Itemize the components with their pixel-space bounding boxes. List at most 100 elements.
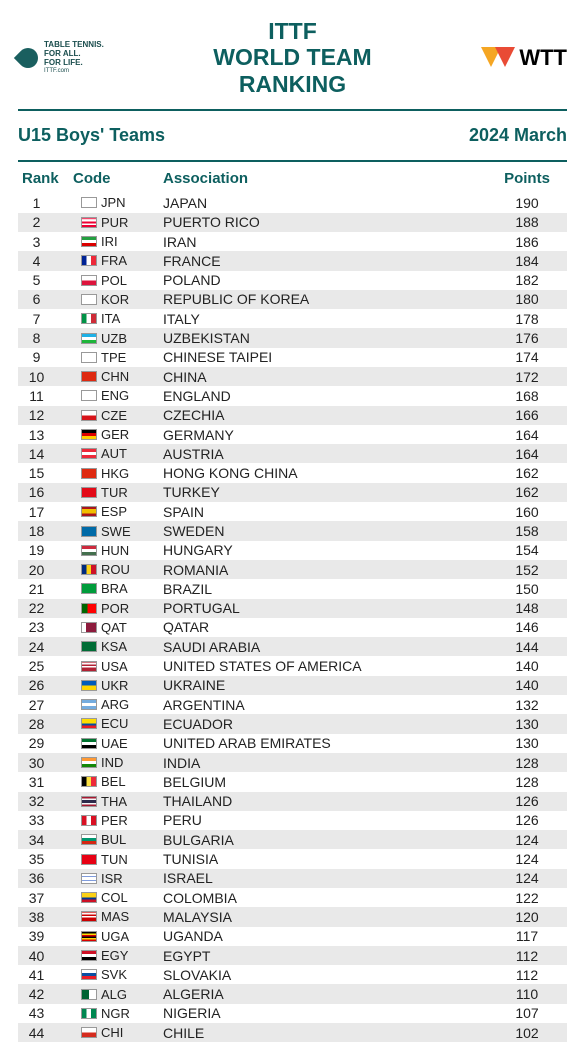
table-row: 3IRIIRAN186 <box>18 232 567 251</box>
cell-association: PERU <box>163 812 487 828</box>
flag-icon <box>81 680 97 691</box>
cell-points: 120 <box>487 909 567 925</box>
code-text: IND <box>101 755 123 770</box>
cell-code: IND <box>73 755 163 770</box>
table-row: 15HKGHONG KONG CHINA162 <box>18 463 567 482</box>
flag-icon <box>81 526 97 537</box>
cell-association: MALAYSIA <box>163 909 487 925</box>
cell-points: 180 <box>487 291 567 307</box>
code-text: UZB <box>101 331 127 346</box>
code-text: USA <box>101 659 128 674</box>
cell-code: POL <box>73 273 163 288</box>
cell-association: UNITED ARAB EMIRATES <box>163 735 487 751</box>
code-text: UGA <box>101 929 129 944</box>
cell-points: 168 <box>487 388 567 404</box>
cell-points: 102 <box>487 1025 567 1041</box>
cell-rank: 23 <box>18 619 73 635</box>
cell-points: 182 <box>487 272 567 288</box>
col-header-association: Association <box>163 170 487 187</box>
code-text: ENG <box>101 388 129 403</box>
cell-rank: 17 <box>18 504 73 520</box>
cell-association: THAILAND <box>163 793 487 809</box>
cell-association: EGYPT <box>163 948 487 964</box>
table-row: 22PORPORTUGAL148 <box>18 599 567 618</box>
code-text: ALG <box>101 987 127 1002</box>
flag-icon <box>81 333 97 344</box>
cell-points: 128 <box>487 755 567 771</box>
table-row: 8UZBUZBEKISTAN176 <box>18 328 567 347</box>
cell-association: UZBEKISTAN <box>163 330 487 346</box>
cell-code: BRA <box>73 581 163 596</box>
code-text: COL <box>101 890 128 905</box>
flag-icon <box>81 429 97 440</box>
cell-code: ALG <box>73 987 163 1002</box>
cell-points: 186 <box>487 234 567 250</box>
cell-rank: 44 <box>18 1025 73 1041</box>
code-text: THA <box>101 794 127 809</box>
code-text: KSA <box>101 639 127 654</box>
cell-rank: 22 <box>18 600 73 616</box>
cell-association: ROMANIA <box>163 562 487 578</box>
wtt-logo-icon <box>481 47 515 69</box>
cell-code: PUR <box>73 215 163 230</box>
cell-code: POR <box>73 601 163 616</box>
cell-points: 172 <box>487 369 567 385</box>
table-row: 28ECUECUADOR130 <box>18 714 567 733</box>
header: TABLE TENNIS. FOR ALL. FOR LIFE. ITTF.co… <box>18 10 567 109</box>
cell-rank: 9 <box>18 349 73 365</box>
code-text: BEL <box>101 774 126 789</box>
cell-rank: 37 <box>18 890 73 906</box>
logo-line4: ITTF.com <box>44 68 104 75</box>
flag-icon <box>81 448 97 459</box>
cell-code: IRI <box>73 234 163 249</box>
code-text: ISR <box>101 871 123 886</box>
code-text: PUR <box>101 215 128 230</box>
flag-icon <box>81 371 97 382</box>
cell-rank: 39 <box>18 928 73 944</box>
code-text: GER <box>101 427 129 442</box>
code-text: UKR <box>101 678 128 693</box>
cell-code: BUL <box>73 832 163 847</box>
cell-code: CHI <box>73 1025 163 1040</box>
cell-association: NIGERIA <box>163 1005 487 1021</box>
flag-icon <box>81 969 97 980</box>
table-row: 2PURPUERTO RICO188 <box>18 213 567 232</box>
cell-association: INDIA <box>163 755 487 771</box>
cell-rank: 19 <box>18 542 73 558</box>
cell-points: 188 <box>487 214 567 230</box>
cell-association: CHINA <box>163 369 487 385</box>
category-label: U15 Boys' Teams <box>18 125 165 146</box>
flag-icon <box>81 255 97 266</box>
cell-association: COLOMBIA <box>163 890 487 906</box>
flag-icon <box>81 661 97 672</box>
cell-code: CHN <box>73 369 163 384</box>
cell-points: 124 <box>487 832 567 848</box>
cell-code: THA <box>73 794 163 809</box>
cell-rank: 16 <box>18 484 73 500</box>
cell-rank: 34 <box>18 832 73 848</box>
table-row: 17ESPSPAIN160 <box>18 502 567 521</box>
cell-code: ISR <box>73 871 163 886</box>
cell-rank: 35 <box>18 851 73 867</box>
cell-association: FRANCE <box>163 253 487 269</box>
cell-points: 107 <box>487 1005 567 1021</box>
flag-icon <box>81 699 97 710</box>
cell-association: ENGLAND <box>163 388 487 404</box>
code-text: SWE <box>101 524 131 539</box>
cell-rank: 20 <box>18 562 73 578</box>
ittf-logo-text: TABLE TENNIS. FOR ALL. FOR LIFE. ITTF.co… <box>44 41 104 74</box>
title-line2: WORLD TEAM <box>138 44 447 70</box>
ittf-logo: TABLE TENNIS. FOR ALL. FOR LIFE. ITTF.co… <box>18 41 138 74</box>
cell-association: HONG KONG CHINA <box>163 465 487 481</box>
code-text: EGY <box>101 948 128 963</box>
cell-code: ESP <box>73 504 163 519</box>
cell-points: 144 <box>487 639 567 655</box>
cell-code: ECU <box>73 716 163 731</box>
cell-association: CHINESE TAIPEI <box>163 349 487 365</box>
code-text: BRA <box>101 581 128 596</box>
cell-code: JPN <box>73 195 163 210</box>
cell-association: ALGERIA <box>163 986 487 1002</box>
logo-line3: FOR LIFE. <box>44 59 104 68</box>
cell-code: AUT <box>73 446 163 461</box>
code-text: CHI <box>101 1025 123 1040</box>
